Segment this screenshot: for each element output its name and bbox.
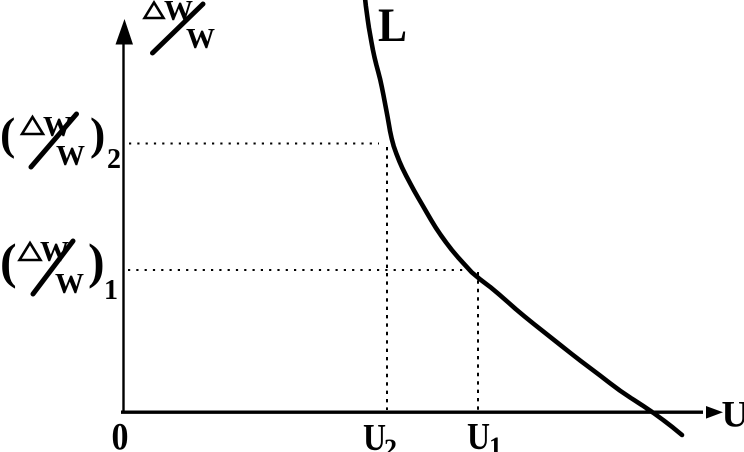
svg-text:2: 2 xyxy=(107,144,121,175)
svg-text:W: W xyxy=(55,268,84,300)
svg-text:0: 0 xyxy=(112,416,129,452)
svg-text:): ) xyxy=(88,233,105,289)
svg-text:1: 1 xyxy=(489,432,502,452)
svg-text:(: ( xyxy=(0,233,17,289)
svg-text:W: W xyxy=(186,23,215,55)
svg-text:2: 2 xyxy=(384,434,397,452)
svg-text:U: U xyxy=(363,417,386,452)
svg-text:): ) xyxy=(90,108,105,159)
svg-text:1: 1 xyxy=(104,275,118,306)
svg-text:W: W xyxy=(164,0,193,27)
svg-text:U: U xyxy=(722,395,744,436)
svg-text:(: ( xyxy=(0,108,15,159)
svg-text:W: W xyxy=(56,140,85,172)
svg-text:U: U xyxy=(467,416,490,452)
svg-text:L: L xyxy=(378,0,407,52)
